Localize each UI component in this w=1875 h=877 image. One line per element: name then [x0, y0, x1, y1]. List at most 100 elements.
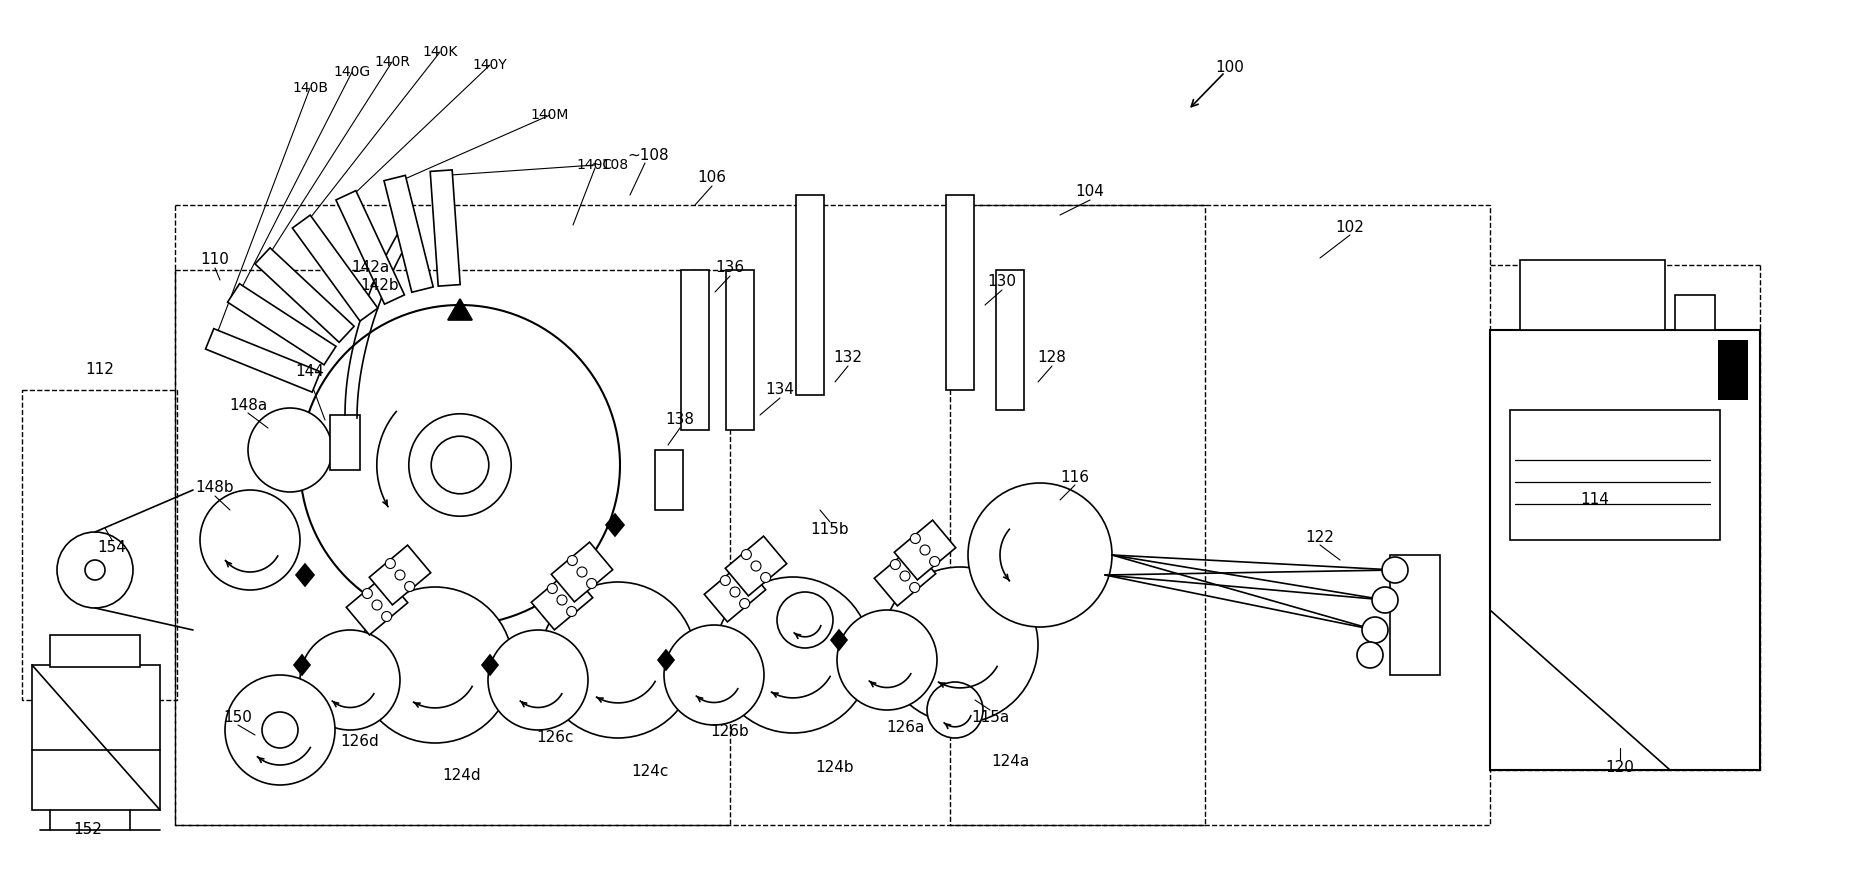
- Text: 140C: 140C: [578, 158, 613, 172]
- Text: 136: 136: [716, 260, 744, 275]
- Polygon shape: [429, 170, 459, 286]
- Text: 148b: 148b: [195, 481, 234, 496]
- Circle shape: [540, 582, 696, 738]
- Polygon shape: [482, 655, 499, 675]
- Polygon shape: [606, 514, 624, 536]
- Bar: [22, 390, 176, 700]
- Polygon shape: [448, 299, 472, 320]
- Circle shape: [300, 305, 621, 625]
- Circle shape: [56, 532, 133, 608]
- Polygon shape: [831, 630, 848, 650]
- Polygon shape: [894, 520, 956, 580]
- Bar: [1718, 340, 1748, 400]
- Text: 140K: 140K: [422, 45, 458, 59]
- Circle shape: [776, 592, 832, 648]
- Circle shape: [836, 610, 938, 710]
- Circle shape: [739, 598, 750, 609]
- Bar: [654, 450, 682, 510]
- Polygon shape: [292, 215, 377, 321]
- Circle shape: [720, 575, 731, 586]
- Circle shape: [891, 560, 900, 569]
- Polygon shape: [294, 655, 309, 675]
- Polygon shape: [369, 545, 431, 605]
- Polygon shape: [336, 190, 405, 304]
- Text: 126a: 126a: [885, 721, 924, 736]
- Bar: [1389, 555, 1440, 675]
- Text: 126c: 126c: [536, 731, 574, 745]
- Text: 115b: 115b: [810, 523, 849, 538]
- Polygon shape: [705, 562, 765, 622]
- Circle shape: [900, 571, 909, 581]
- Text: 142b: 142b: [360, 277, 399, 293]
- Circle shape: [664, 625, 763, 725]
- Text: 128: 128: [1037, 351, 1067, 366]
- Circle shape: [84, 560, 105, 580]
- Circle shape: [881, 567, 1039, 723]
- Text: 124c: 124c: [632, 765, 669, 780]
- Polygon shape: [726, 536, 788, 595]
- Bar: [996, 270, 1024, 410]
- Text: 132: 132: [834, 351, 862, 366]
- Text: 152: 152: [73, 823, 103, 838]
- Bar: [797, 195, 823, 395]
- Bar: [681, 270, 709, 430]
- Circle shape: [1382, 557, 1408, 583]
- Text: 116: 116: [1061, 470, 1089, 486]
- Text: 110: 110: [201, 253, 229, 267]
- Circle shape: [909, 582, 919, 593]
- Circle shape: [405, 581, 414, 591]
- Circle shape: [548, 583, 557, 594]
- Circle shape: [761, 573, 771, 582]
- Text: 144: 144: [296, 365, 324, 380]
- Circle shape: [930, 557, 939, 567]
- Bar: [174, 205, 1491, 825]
- Bar: [1521, 260, 1665, 330]
- Circle shape: [921, 545, 930, 555]
- Circle shape: [568, 555, 578, 566]
- Text: 104: 104: [1076, 184, 1104, 199]
- Text: 122: 122: [1305, 531, 1335, 545]
- Polygon shape: [658, 650, 673, 670]
- Circle shape: [382, 611, 392, 622]
- Text: 130: 130: [988, 275, 1016, 289]
- Polygon shape: [874, 546, 936, 606]
- Text: 124d: 124d: [442, 767, 482, 782]
- Circle shape: [729, 587, 741, 597]
- Circle shape: [1358, 642, 1384, 668]
- Text: 138: 138: [666, 412, 694, 427]
- Text: 126b: 126b: [711, 724, 750, 739]
- Circle shape: [409, 414, 512, 517]
- Bar: [1674, 295, 1716, 330]
- Circle shape: [911, 533, 921, 544]
- Circle shape: [1361, 617, 1388, 643]
- Text: ~108: ~108: [591, 158, 630, 172]
- Circle shape: [488, 630, 589, 730]
- Circle shape: [741, 550, 752, 560]
- Circle shape: [225, 675, 336, 785]
- Text: 150: 150: [223, 710, 253, 725]
- Circle shape: [396, 570, 405, 580]
- Circle shape: [386, 559, 396, 568]
- Polygon shape: [206, 329, 321, 392]
- Text: 140Y: 140Y: [472, 58, 508, 72]
- Circle shape: [714, 577, 872, 733]
- Text: 154: 154: [98, 540, 126, 555]
- Circle shape: [587, 579, 596, 588]
- Text: 148a: 148a: [229, 397, 266, 412]
- Text: 126d: 126d: [341, 735, 379, 750]
- Text: 140R: 140R: [373, 55, 411, 69]
- Bar: [1509, 410, 1719, 540]
- Circle shape: [566, 607, 578, 617]
- Circle shape: [752, 561, 761, 571]
- Polygon shape: [296, 564, 313, 586]
- Polygon shape: [255, 248, 354, 342]
- Polygon shape: [227, 284, 336, 365]
- Text: ~108: ~108: [626, 147, 669, 162]
- Circle shape: [201, 490, 300, 590]
- Text: 124b: 124b: [816, 760, 855, 775]
- Text: 140G: 140G: [334, 65, 371, 79]
- Text: 142a: 142a: [351, 260, 390, 275]
- Circle shape: [926, 682, 982, 738]
- Text: 124a: 124a: [990, 754, 1029, 769]
- Circle shape: [431, 436, 489, 494]
